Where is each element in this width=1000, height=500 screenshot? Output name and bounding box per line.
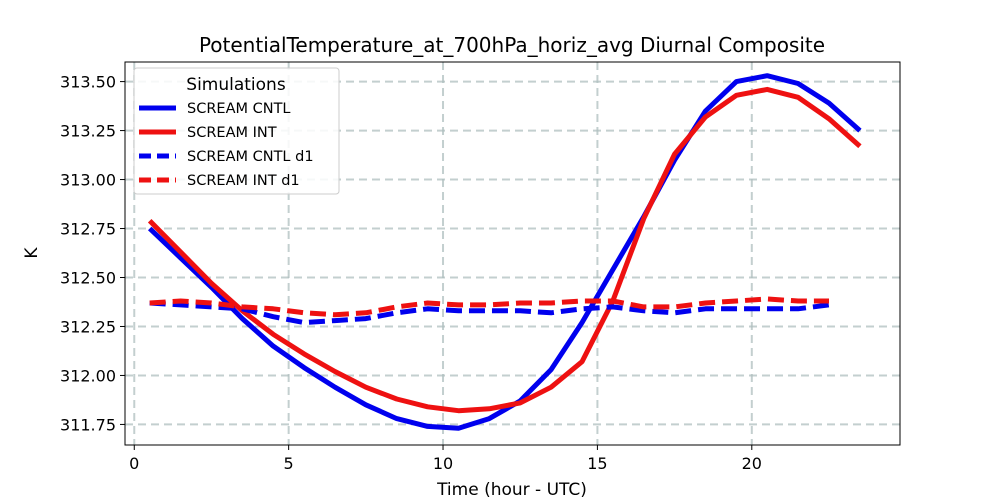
legend-entry-label: SCREAM INT d1 (187, 173, 300, 189)
legend-items: SCREAM CNTL SCREAM INT SCREAM CNTL d1 SCREA… (139, 101, 314, 189)
x-tick-label: 5 (284, 454, 294, 473)
x-tick-label: 10 (433, 454, 453, 473)
series-layer (147, 73, 862, 431)
y-tick-label: 312.00 (60, 366, 116, 385)
x-axis-label: Time (hour - UTC) (436, 480, 587, 500)
chart-title: PotentialTemperature_at_700hPa_horiz_avg… (199, 33, 825, 57)
x-tick-label: 0 (129, 454, 139, 473)
x-tick-label: 20 (742, 454, 762, 473)
legend-box (133, 67, 340, 195)
y-tick-label: 312.25 (60, 317, 116, 336)
plot-frame (124, 61, 901, 446)
y-tick-label: 311.75 (60, 415, 116, 434)
grid (125, 62, 900, 445)
legend-title: Simulations (186, 75, 286, 95)
y-tick-label: 312.75 (60, 220, 116, 239)
x-tick-label: 15 (587, 454, 607, 473)
y-tick-label: 313.25 (60, 122, 116, 141)
axis-ticks: 0 5 10 15 20 311.75 312.00 312.25 312.50 312.75 31… (60, 73, 762, 473)
series-line-scream-int (147, 86, 862, 414)
y-axis-label: K (22, 247, 42, 259)
series-line-scream-cntl (147, 73, 862, 431)
y-tick-label: 312.50 (60, 268, 116, 287)
y-tick-label: 313.00 (60, 171, 116, 190)
y-tick-label: 313.50 (60, 73, 116, 92)
legend-entry-label: SCREAM CNTL d1 (187, 149, 314, 165)
legend-entry-label: SCREAM INT (187, 125, 277, 141)
legend-entry-label: SCREAM CNTL (187, 101, 291, 117)
